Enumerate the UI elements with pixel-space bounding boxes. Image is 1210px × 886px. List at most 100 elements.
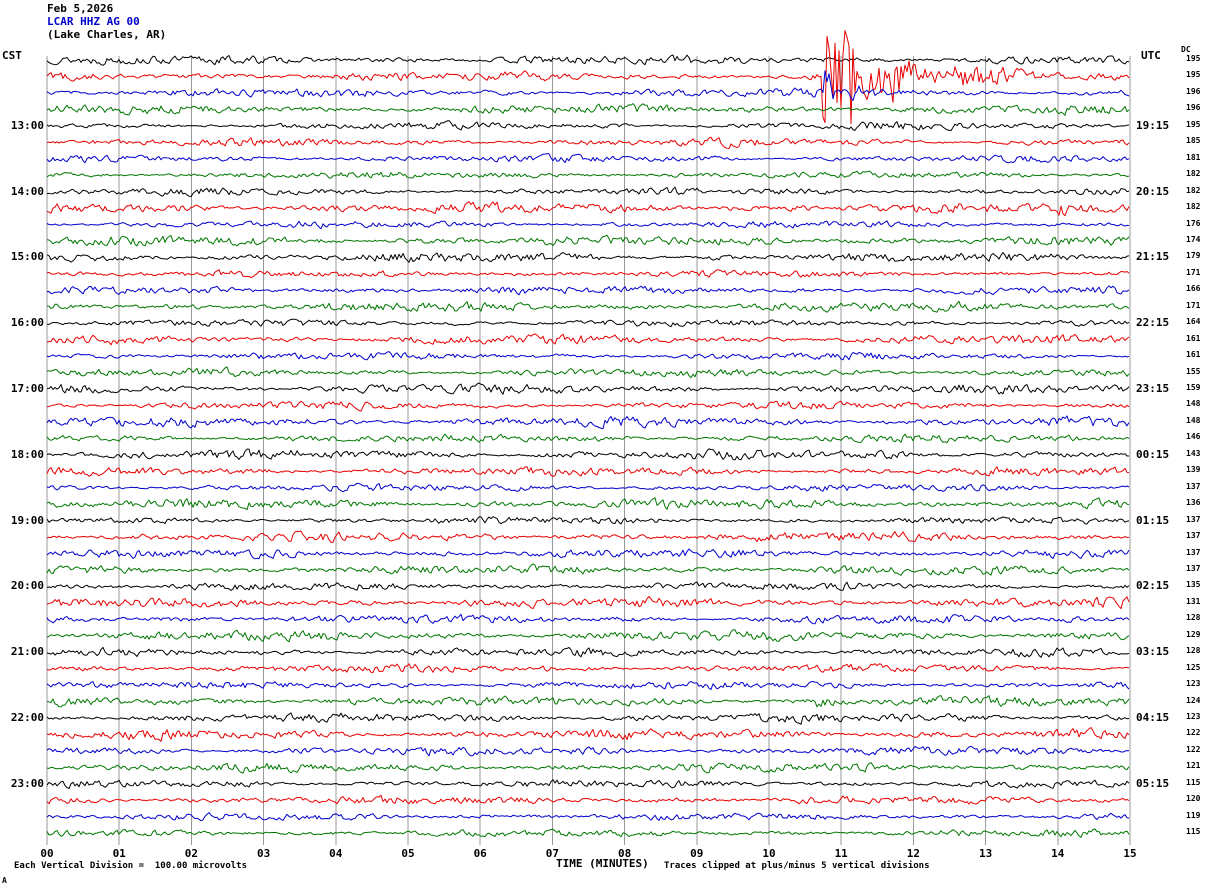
trace-row-1930 [46,548,1130,560]
dc-value: 171 [1186,267,1201,277]
trace-row-2115 [46,663,1130,673]
trace-row-1830 [46,482,1130,493]
trace-row-1700 [46,382,1130,395]
dc-value: 137 [1186,481,1201,491]
dc-value: 137 [1186,531,1201,541]
dc-value: 135 [1186,580,1201,590]
dc-value: 155 [1186,366,1201,376]
x-tick-label: 02 [184,847,199,860]
dc-value: 195 [1186,70,1201,80]
dc-value: 179 [1186,251,1201,261]
cst-hour-label: 17:00 [10,382,44,395]
dc-value: 176 [1186,218,1201,228]
trace-row-2245 [46,762,1130,774]
cst-hour-label: 16:00 [10,316,44,330]
trace-row-2000 [46,581,1130,591]
trace-row-1815 [46,466,1130,478]
x-tick-label: 05 [401,847,415,860]
dc-value: 131 [1186,596,1201,606]
trace-row-1415 [46,201,1130,217]
trace-row-1300 [46,120,1130,132]
clipping-note: Traces clipped at plus/minus 5 vertical … [664,861,930,871]
dc-value: 148 [1186,399,1201,409]
station-code: LCAR HHZ AG 00 [47,15,140,28]
trace-row-1330 [46,153,1130,164]
dc-value: 119 [1186,810,1201,820]
dc-value: 164 [1186,317,1201,327]
trace-row-2330 [46,812,1130,822]
station-location: (Lake Charles, AR) [47,28,167,41]
trace-row-1900 [46,516,1130,525]
dc-value: 159 [1186,383,1201,392]
dc-value: 182 [1186,202,1201,212]
dc-value: 185 [1186,136,1201,146]
vertical-division-note: Each Vertical Division = 100.00 microvol… [14,861,247,871]
utc-hour-label: 23:15 [1136,382,1170,395]
dc-value: 139 [1186,465,1201,475]
dc-value: 123 [1186,712,1201,721]
x-tick-label: 12 [906,847,921,860]
utc-hour-label: 02:15 [1136,579,1170,593]
dc-value: 195 [1186,119,1201,129]
dc-value: 161 [1186,333,1201,343]
trace-row-2015 [46,596,1130,610]
trace-row-2230 [46,745,1130,757]
x-tick-label: 08 [617,847,632,860]
dc-value: 148 [1186,415,1201,425]
x-tick-label: 15 [1123,847,1137,860]
utc-hour-label: 03:15 [1136,645,1170,659]
dc-value: 171 [1186,300,1201,310]
dc-value: 122 [1186,744,1201,754]
trace-row-1600 [46,318,1130,328]
x-tick-label: 11 [834,847,848,860]
utc-hour-label: 22:15 [1136,316,1170,330]
dc-value: 137 [1186,563,1201,573]
dc-value: 182 [1186,169,1201,179]
dc-value: 137 [1186,514,1201,524]
cst-hour-label: 20:00 [10,579,44,593]
cst-hour-label: 18:00 [10,447,44,461]
dc-value: 115 [1186,827,1201,837]
right-axis-label: UTC [1141,49,1161,62]
x-tick-label: 03 [256,847,271,860]
trace-row-1200 [46,54,1130,66]
x-tick-label: 10 [762,847,776,860]
trace-row-1230 [46,70,1130,101]
trace-row-1615 [46,333,1130,346]
x-tick-label: 09 [690,847,704,860]
dc-value: 136 [1186,498,1201,508]
cst-hour-label: 22:00 [10,711,44,724]
x-tick-label: 00 [40,847,54,860]
cst-hour-label: 15:00 [10,250,44,264]
trace-row-2045 [46,629,1130,643]
trace-row-1500 [46,252,1130,263]
trace-row-1215 [46,30,1130,125]
dc-value: 115 [1186,777,1201,787]
trace-row-1715 [46,400,1130,412]
trace-row-1845 [46,497,1130,511]
dc-value: 146 [1186,432,1201,442]
dc-value: 125 [1186,662,1201,672]
dc-value: 120 [1186,794,1201,804]
trace-row-1245 [46,103,1130,116]
plot-date: Feb 5,2026 [47,2,114,15]
x-tick-label: 14 [1051,847,1065,860]
trace-row-1945 [46,563,1130,576]
trace-row-1545 [46,300,1130,313]
trace-row-2345 [46,828,1130,838]
cst-hour-label: 23:00 [10,776,44,790]
trace-row-1345 [46,170,1130,179]
dc-column-label: DC [1181,45,1191,54]
corner-mark: A [2,876,7,885]
dc-value: 121 [1186,761,1201,771]
dc-value: 129 [1186,629,1201,639]
trace-row-1800 [46,448,1129,461]
dc-value: 166 [1186,284,1201,294]
dc-value: 174 [1186,234,1201,244]
dc-value: 143 [1186,448,1201,458]
dc-value: 196 [1186,86,1201,96]
cst-hour-label: 14:00 [10,184,44,198]
trace-row-2215 [46,727,1130,742]
